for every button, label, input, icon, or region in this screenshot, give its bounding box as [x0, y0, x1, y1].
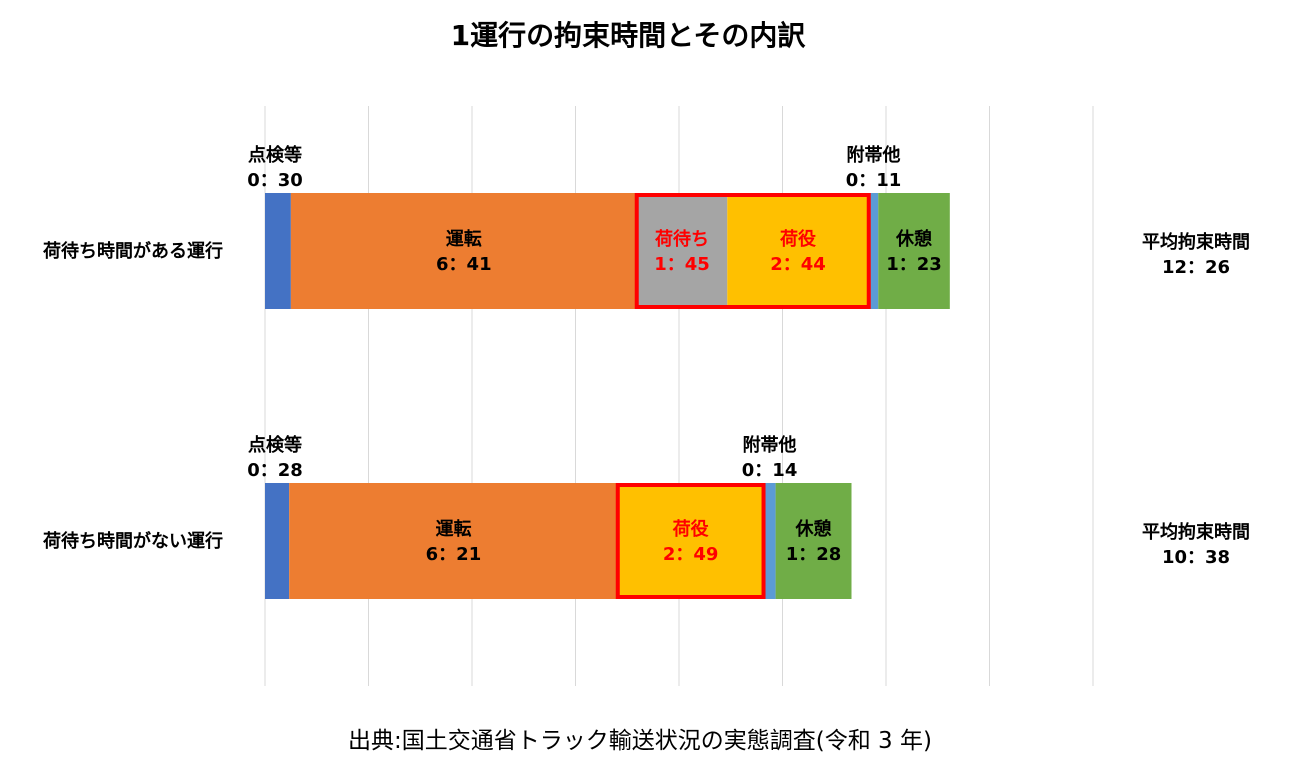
highlight-frame: [634, 193, 871, 309]
bar-segment: [636, 193, 728, 309]
bar-segment: [289, 483, 618, 599]
category-label: 荷待ち時間がない運行: [43, 530, 223, 552]
segment-name-label: 点検等: [248, 434, 302, 456]
segment-value-label: 2：44: [770, 254, 826, 275]
segment-value-label: 1：23: [886, 254, 942, 275]
total-value: 12：26: [1162, 257, 1230, 278]
segment-name-label: 荷役: [780, 228, 816, 250]
segment-value-label: 1：45: [654, 254, 710, 275]
segment-name-label: 運転: [435, 518, 471, 540]
bar-segment: [265, 483, 290, 599]
bar-segment: [617, 483, 764, 599]
segment-value-label: 0：14: [742, 460, 798, 481]
segment-name-label: 休憩: [895, 228, 932, 250]
total-label: 平均拘束時間: [1142, 231, 1250, 253]
bar-row: 荷待ち時間がある運行 運転 6：41 荷待ち 1：45 荷役 2：44 休憩 1：23 点検等 0：…: [43, 144, 1250, 309]
total-value: 10：38: [1162, 547, 1230, 568]
segment-name-label: 点検等: [248, 144, 302, 166]
total-label: 平均拘束時間: [1142, 521, 1250, 543]
segment-value-label: 6：41: [436, 254, 492, 275]
bar-row: 荷待ち時間がない運行 運転 6：21 荷役 2：49 休憩 1：28 点検等 0：28 附帯他 0：…: [43, 434, 1250, 599]
source-note: 出典:国土交通省トラック輸送状況の実態調査(令和 3 年): [348, 728, 932, 754]
segment-value-label: 2：49: [663, 544, 719, 565]
segment-name-label: 附帯他: [743, 434, 797, 456]
bar-segment: [775, 483, 852, 599]
segment-name-label: 荷役: [673, 518, 709, 540]
segment-value-label: 6：21: [426, 544, 482, 565]
bar-segment: [265, 193, 291, 309]
bar-segment: [868, 193, 879, 309]
segment-value-label: 1：28: [786, 544, 842, 565]
bar-segment: [878, 193, 950, 309]
segment-name-label: 運転: [446, 228, 482, 250]
segment-value-label: 0：11: [846, 170, 902, 191]
segment-value-label: 0：30: [247, 170, 303, 191]
bar-segment: [763, 483, 776, 599]
chart-title: 1運行の拘束時間とその内訳: [451, 19, 807, 52]
bar-segment: [727, 193, 869, 309]
segment-name-label: 附帯他: [846, 144, 900, 166]
bar-rows: 荷待ち時間がある運行運転6：41荷待ち1：45荷役2：44休憩1：23点検等0：…: [43, 144, 1250, 599]
category-label: 荷待ち時間がある運行: [43, 240, 223, 262]
segment-value-label: 0：28: [247, 460, 303, 481]
bar-segment: [290, 193, 637, 309]
segment-name-label: 休憩: [795, 518, 832, 540]
highlight-frame: [615, 483, 766, 599]
segment-name-label: 荷待ち: [655, 228, 709, 250]
